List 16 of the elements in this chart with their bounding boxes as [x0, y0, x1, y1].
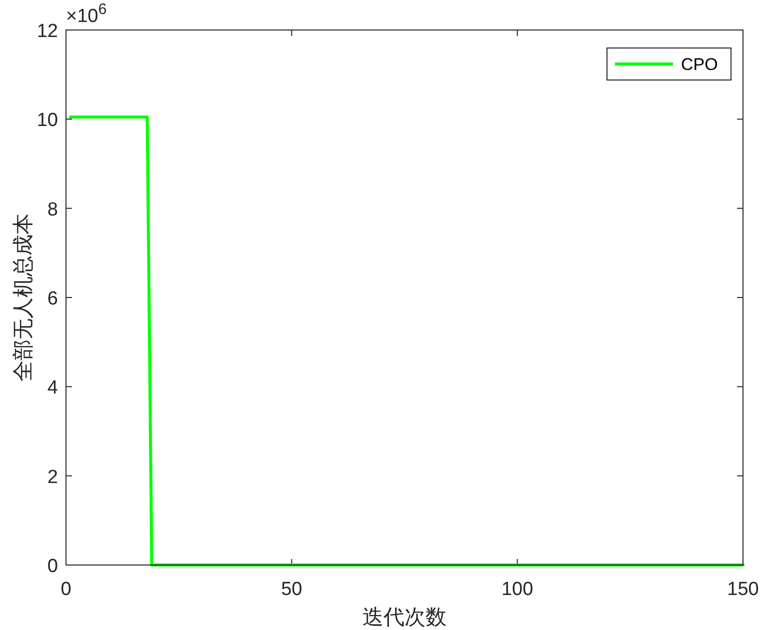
legend-label: CPO — [681, 55, 718, 74]
y-tick-label: 0 — [47, 556, 58, 577]
y-axis-title: 全部无人机总成本 — [11, 214, 35, 382]
y-tick-label: 10 — [36, 110, 58, 132]
x-tick-label: 0 — [60, 579, 72, 600]
y-tick-label: 12 — [36, 21, 58, 42]
y-tick-label: 2 — [47, 466, 58, 488]
legend: CPO — [606, 48, 732, 80]
x-tick-label: 150 — [727, 579, 759, 600]
x-axis-title: 迭代次数 — [362, 605, 446, 629]
y-tick-label: 4 — [47, 378, 58, 399]
y-tick-label: 6 — [47, 288, 58, 310]
text: ×10$^{6}$ — [66, 0, 107, 27]
x-tick-label: 100 — [501, 579, 534, 600]
y-tick-label: 8 — [47, 199, 58, 220]
x-tick-label: 50 — [281, 579, 302, 600]
